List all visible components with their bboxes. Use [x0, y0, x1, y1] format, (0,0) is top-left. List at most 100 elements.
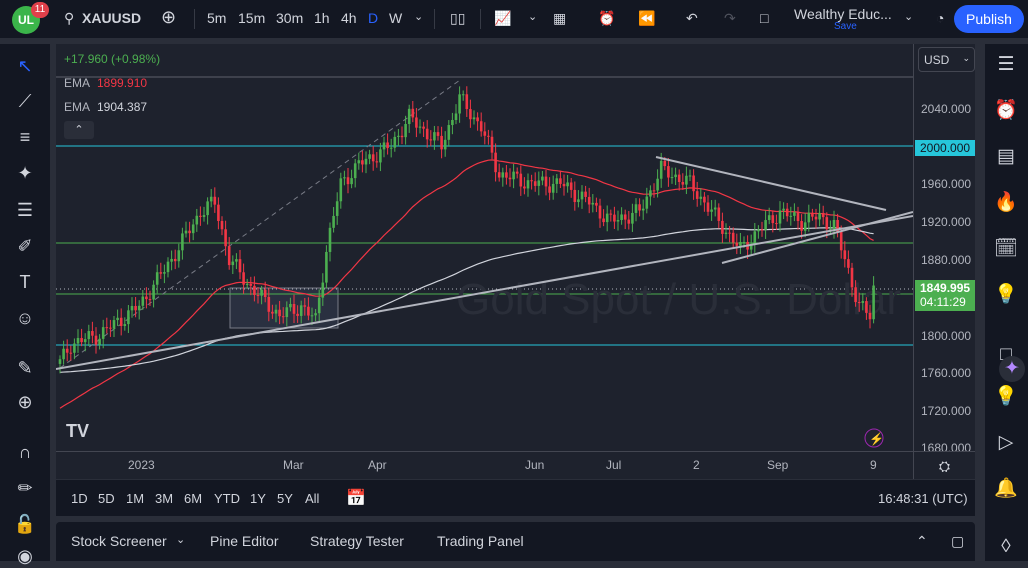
interval-15m[interactable]: 15m	[238, 10, 266, 26]
trend-line-icon[interactable]: ⟋	[18, 91, 32, 111]
fib-icon[interactable]: ≡	[19, 127, 31, 147]
interval-w[interactable]: W	[389, 10, 403, 26]
range-6m[interactable]: 6M	[184, 491, 203, 506]
interval-4h[interactable]: 4h	[341, 10, 357, 26]
candle	[296, 313, 299, 316]
interval-1h[interactable]: 1h	[314, 10, 330, 26]
hotlist-icon[interactable]: 🔥	[994, 192, 1018, 213]
time-axis[interactable]: 2023 Mar Apr Jun Jul 2 Sep 9	[56, 451, 913, 479]
collapse-legend-button[interactable]: ⌃	[64, 121, 94, 139]
magnet-icon[interactable]: ∩	[18, 442, 32, 462]
ruler-icon[interactable]: ✎	[17, 358, 33, 378]
brush-icon[interactable]: ✐	[17, 236, 33, 256]
candles-icon[interactable]: ▯▯	[450, 10, 466, 26]
range-1d[interactable]: 1D	[71, 491, 88, 506]
alarm-icon[interactable]: ⏰	[994, 100, 1018, 121]
candle	[73, 343, 76, 353]
fullscreen-icon[interactable]: □	[760, 10, 769, 26]
watchlist-icon[interactable]: ☰	[997, 54, 1015, 75]
layouts-icon[interactable]: ▦	[553, 10, 567, 26]
candle	[353, 163, 357, 179]
ema-200-line	[59, 227, 874, 373]
candle	[400, 135, 404, 138]
zoom-icon[interactable]: ⊕	[17, 392, 33, 412]
candle	[411, 108, 415, 118]
trend-line-resistance	[655, 156, 887, 211]
calendar-icon[interactable]: 🗓	[993, 238, 1019, 259]
clock-time[interactable]: 16:48:31 (UTC)	[878, 491, 968, 506]
pattern-icon[interactable]: ✦	[17, 163, 33, 183]
symbol-search[interactable]: XAUUSD	[82, 10, 142, 26]
candle	[343, 177, 346, 179]
calendar-icon[interactable]: 📅	[346, 490, 366, 507]
alert-icon[interactable]: ⏰	[598, 10, 616, 26]
interval-d[interactable]: D	[368, 10, 379, 26]
replay-icon[interactable]: ⏪	[638, 10, 656, 26]
candle	[865, 301, 868, 313]
eye-icon[interactable]: ◉	[17, 546, 33, 566]
range-all[interactable]: All	[305, 491, 320, 506]
tradingview-logo: TV	[66, 421, 89, 441]
candle	[281, 316, 285, 318]
tab-trading-panel[interactable]: Trading Panel	[437, 533, 524, 549]
tab-pine-editor[interactable]: Pine Editor	[210, 533, 279, 549]
layout-name[interactable]: Wealthy Educ...	[794, 6, 892, 22]
text-icon[interactable]: T	[19, 272, 31, 292]
notifications-icon[interactable]: 🔔	[994, 478, 1018, 499]
undo-icon[interactable]: ↶	[686, 10, 698, 26]
range-1m[interactable]: 1M	[126, 491, 145, 506]
candle	[667, 166, 670, 178]
tick: 9	[870, 458, 877, 472]
chevron-up-icon[interactable]: ⌃	[916, 533, 928, 549]
settings-icon[interactable]: ⛭	[913, 451, 975, 479]
currency-select[interactable]: USD ⌄	[918, 47, 975, 72]
broadcast-icon[interactable]: ▷	[998, 432, 1014, 453]
emoji-icon[interactable]: ☺	[15, 308, 35, 328]
redo-icon[interactable]: ↷	[724, 10, 736, 26]
candle	[609, 213, 613, 215]
candle	[440, 135, 443, 150]
lock-drawing-icon[interactable]: ✏	[17, 478, 33, 498]
tab-stock-screener[interactable]: Stock Screener	[71, 533, 167, 549]
layers-icon[interactable]: ◊	[1001, 536, 1011, 557]
trend-line-channel	[721, 211, 913, 264]
maximize-icon[interactable]: ▢	[951, 533, 965, 549]
chevron-down-icon[interactable]: ⌄	[176, 534, 186, 546]
cursor-icon[interactable]: ↖	[17, 56, 33, 76]
lock-icon[interactable]: 🔓	[13, 514, 37, 534]
forecast-icon[interactable]: ☰	[16, 200, 34, 220]
interval-5m[interactable]: 5m	[207, 10, 227, 26]
interval-30m[interactable]: 30m	[276, 10, 304, 26]
tab-strategy-tester[interactable]: Strategy Tester	[310, 533, 404, 549]
publish-button[interactable]: Publish	[954, 5, 1024, 33]
candle	[749, 243, 753, 250]
chart-canvas[interactable]: Gold Spot / U.S. Dollar TV ⚡	[56, 44, 913, 451]
candle	[685, 175, 688, 185]
sparkle-icon[interactable]: ✦	[999, 356, 1025, 382]
chevron-down-icon[interactable]: ⌄	[904, 11, 914, 23]
price-chart[interactable]: Gold Spot / U.S. Dollar TV ⚡ +17.960 (+0…	[56, 44, 913, 451]
add-symbol-icon[interactable]: ⊕	[161, 7, 177, 27]
range-ytd[interactable]: YTD	[214, 491, 240, 506]
chevron-down-icon[interactable]: ⌄	[528, 11, 538, 23]
candle	[656, 178, 659, 191]
chat-icon[interactable]: □	[1000, 344, 1012, 365]
candle	[267, 297, 271, 312]
add-list-icon[interactable]: ▤	[997, 146, 1015, 167]
price-axis[interactable]: USD ⌄ 2040.000 2000.000 1960.000 1920.000…	[913, 44, 975, 455]
range-3m[interactable]: 3M	[155, 491, 174, 506]
range-1y[interactable]: 1Y	[250, 491, 266, 506]
candle	[119, 317, 123, 326]
candle	[65, 348, 69, 353]
candle	[577, 199, 580, 203]
save-label[interactable]: Save	[834, 21, 857, 32]
search-icon[interactable]: ⚲	[64, 10, 75, 26]
ideas-icon[interactable]: 💡	[994, 284, 1018, 305]
range-5d[interactable]: 5D	[98, 491, 115, 506]
streams-icon[interactable]: 💡	[994, 386, 1018, 407]
candle	[220, 221, 224, 230]
timer-icon[interactable]: ◔	[936, 10, 945, 26]
range-5y[interactable]: 5Y	[277, 491, 293, 506]
indicators-icon[interactable]: 📈	[494, 10, 512, 26]
chevron-down-icon[interactable]: ⌄	[414, 11, 424, 23]
